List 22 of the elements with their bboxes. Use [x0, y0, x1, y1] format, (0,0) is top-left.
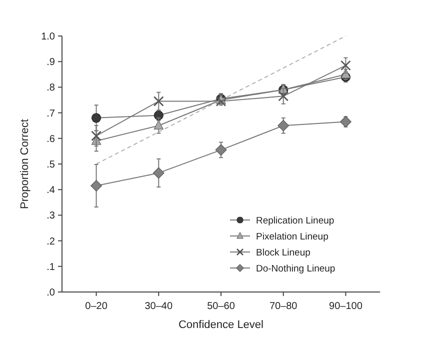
legend-label: Do-Nothing Lineup: [256, 263, 336, 274]
x-tick-label: 90–100: [329, 301, 363, 312]
y-tick-label: .8: [46, 82, 56, 94]
y-tick-label: .6: [46, 134, 56, 145]
x-tick-label: 30–40: [144, 301, 173, 312]
x-axis-title: Confidence Level: [178, 319, 264, 331]
y-tick-label: .1: [46, 262, 56, 273]
y-axis-title: Proportion Correct: [19, 119, 31, 209]
x-tick-label: 0–20: [85, 301, 108, 312]
legend-label: Replication Lineup: [256, 215, 334, 226]
y-tick-label: .2: [46, 236, 56, 248]
y-tick-label: .0: [46, 288, 56, 298]
y-tick-label: .4: [46, 185, 56, 196]
legend-label: Pixelation Lineup: [256, 231, 328, 242]
y-tick-label: .5: [46, 160, 56, 170]
y-tick-label: .3: [46, 210, 56, 222]
y-tick-label: .9: [46, 57, 56, 68]
x-tick-label: 50–60: [207, 301, 236, 312]
legend-label: Block Lineup: [256, 247, 310, 258]
y-tick-label: .7: [46, 108, 56, 120]
y-tick-label: 1.0: [41, 32, 56, 42]
x-tick-label: 70–80: [269, 301, 298, 312]
